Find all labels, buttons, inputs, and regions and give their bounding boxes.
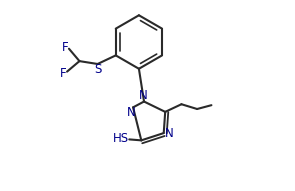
Text: HS: HS [113, 132, 129, 145]
Text: S: S [94, 63, 102, 76]
Text: F: F [60, 67, 66, 80]
Text: F: F [61, 41, 68, 54]
Text: N: N [127, 106, 135, 119]
Text: N: N [139, 89, 148, 102]
Text: N: N [165, 127, 173, 140]
